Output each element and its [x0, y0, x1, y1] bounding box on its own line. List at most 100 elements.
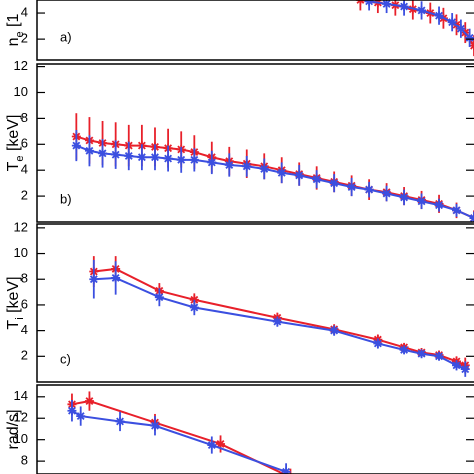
marker [460, 364, 470, 374]
series-line [71, 400, 287, 474]
y-axis-label-part: n [5, 38, 22, 47]
marker [417, 349, 427, 359]
y-tick-label: 4 [21, 162, 28, 177]
marker [224, 160, 234, 170]
marker [124, 151, 134, 161]
y-tick-label: 2 [21, 188, 28, 203]
marker [452, 360, 462, 370]
y-tick-label: 12 [14, 410, 28, 425]
marker [364, 0, 374, 6]
marker [312, 174, 322, 184]
y-tick-label: 8 [21, 271, 28, 286]
y-axis-label: ne [1 [5, 13, 26, 46]
y-tick-label: 6 [21, 296, 28, 311]
y-tick-label: 14 [14, 388, 28, 403]
marker [434, 11, 444, 21]
marker [154, 292, 164, 302]
marker [84, 396, 94, 406]
panel-label: b) [60, 191, 72, 206]
marker [399, 345, 409, 355]
y-tick-label: 10 [14, 245, 28, 260]
y-tick-label: 12 [14, 58, 28, 73]
y-axis-label-part: T [5, 161, 22, 171]
y-axis-label-part: [keV] [5, 115, 22, 156]
marker [417, 196, 427, 206]
y-tick-label: 10 [14, 431, 28, 446]
y-tick-label: 10 [14, 84, 28, 99]
series-line [75, 144, 474, 220]
panel-frame [36, 384, 474, 474]
panel-frame [36, 0, 474, 61]
y-tick-label: 12 [14, 219, 28, 234]
marker [329, 178, 339, 188]
y-axis-label: rad/s] [5, 409, 22, 449]
y-axis-label: Te [keV] [5, 115, 26, 172]
y-axis-label-part: T [5, 320, 22, 330]
marker [176, 155, 186, 165]
y-tick-label: 4 [21, 322, 28, 337]
marker [382, 0, 392, 9]
marker [98, 148, 108, 158]
marker [294, 170, 304, 180]
y-tick-label: 4 [21, 4, 28, 19]
marker [447, 17, 457, 27]
panel [67, 391, 294, 474]
marker [111, 273, 121, 283]
y-axis-label-part: [keV] [5, 276, 22, 317]
marker [84, 146, 94, 156]
marker [399, 192, 409, 202]
marker [364, 185, 374, 195]
marker [272, 317, 282, 327]
marker [242, 161, 252, 171]
series-line [93, 276, 466, 371]
marker [89, 274, 99, 284]
series-line [76, 135, 474, 220]
panel [71, 113, 474, 222]
marker [150, 152, 160, 162]
marker [115, 416, 125, 426]
y-tick-label: 6 [21, 136, 28, 151]
y-axis-label-part: e [14, 31, 26, 37]
y-tick-label: 8 [21, 453, 28, 468]
marker [456, 24, 466, 34]
panel [355, 0, 474, 57]
marker [329, 326, 339, 336]
marker [373, 338, 383, 348]
marker [277, 168, 287, 178]
y-axis-label-part: i [14, 317, 26, 319]
panel-label: c) [60, 351, 71, 366]
y-axis-label-part: e [14, 156, 26, 162]
panel-frame [36, 223, 474, 383]
marker [137, 152, 147, 162]
y-axis-label-part: [1 [5, 13, 22, 31]
marker [76, 411, 86, 421]
y-tick-label: 8 [21, 110, 28, 125]
marker [207, 157, 217, 167]
marker [281, 467, 291, 474]
y-tick-label: 2 [21, 348, 28, 363]
marker [434, 200, 444, 210]
panel-frame [36, 63, 474, 223]
marker [189, 155, 199, 165]
marker [259, 164, 269, 174]
marker [71, 141, 81, 151]
panel-label: a) [60, 29, 72, 44]
marker [434, 351, 444, 361]
marker [452, 205, 462, 215]
marker [111, 150, 121, 160]
marker [382, 189, 392, 199]
marker [216, 439, 226, 449]
marker [150, 421, 160, 431]
marker [399, 2, 409, 12]
series-line [71, 409, 287, 473]
marker [207, 440, 217, 450]
y-tick-label: 2 [21, 31, 28, 46]
marker [189, 302, 199, 312]
y-axis-label-part: rad/s] [5, 409, 22, 449]
marker [465, 33, 474, 43]
marker [67, 406, 77, 416]
marker [347, 182, 357, 192]
panel [89, 256, 470, 377]
